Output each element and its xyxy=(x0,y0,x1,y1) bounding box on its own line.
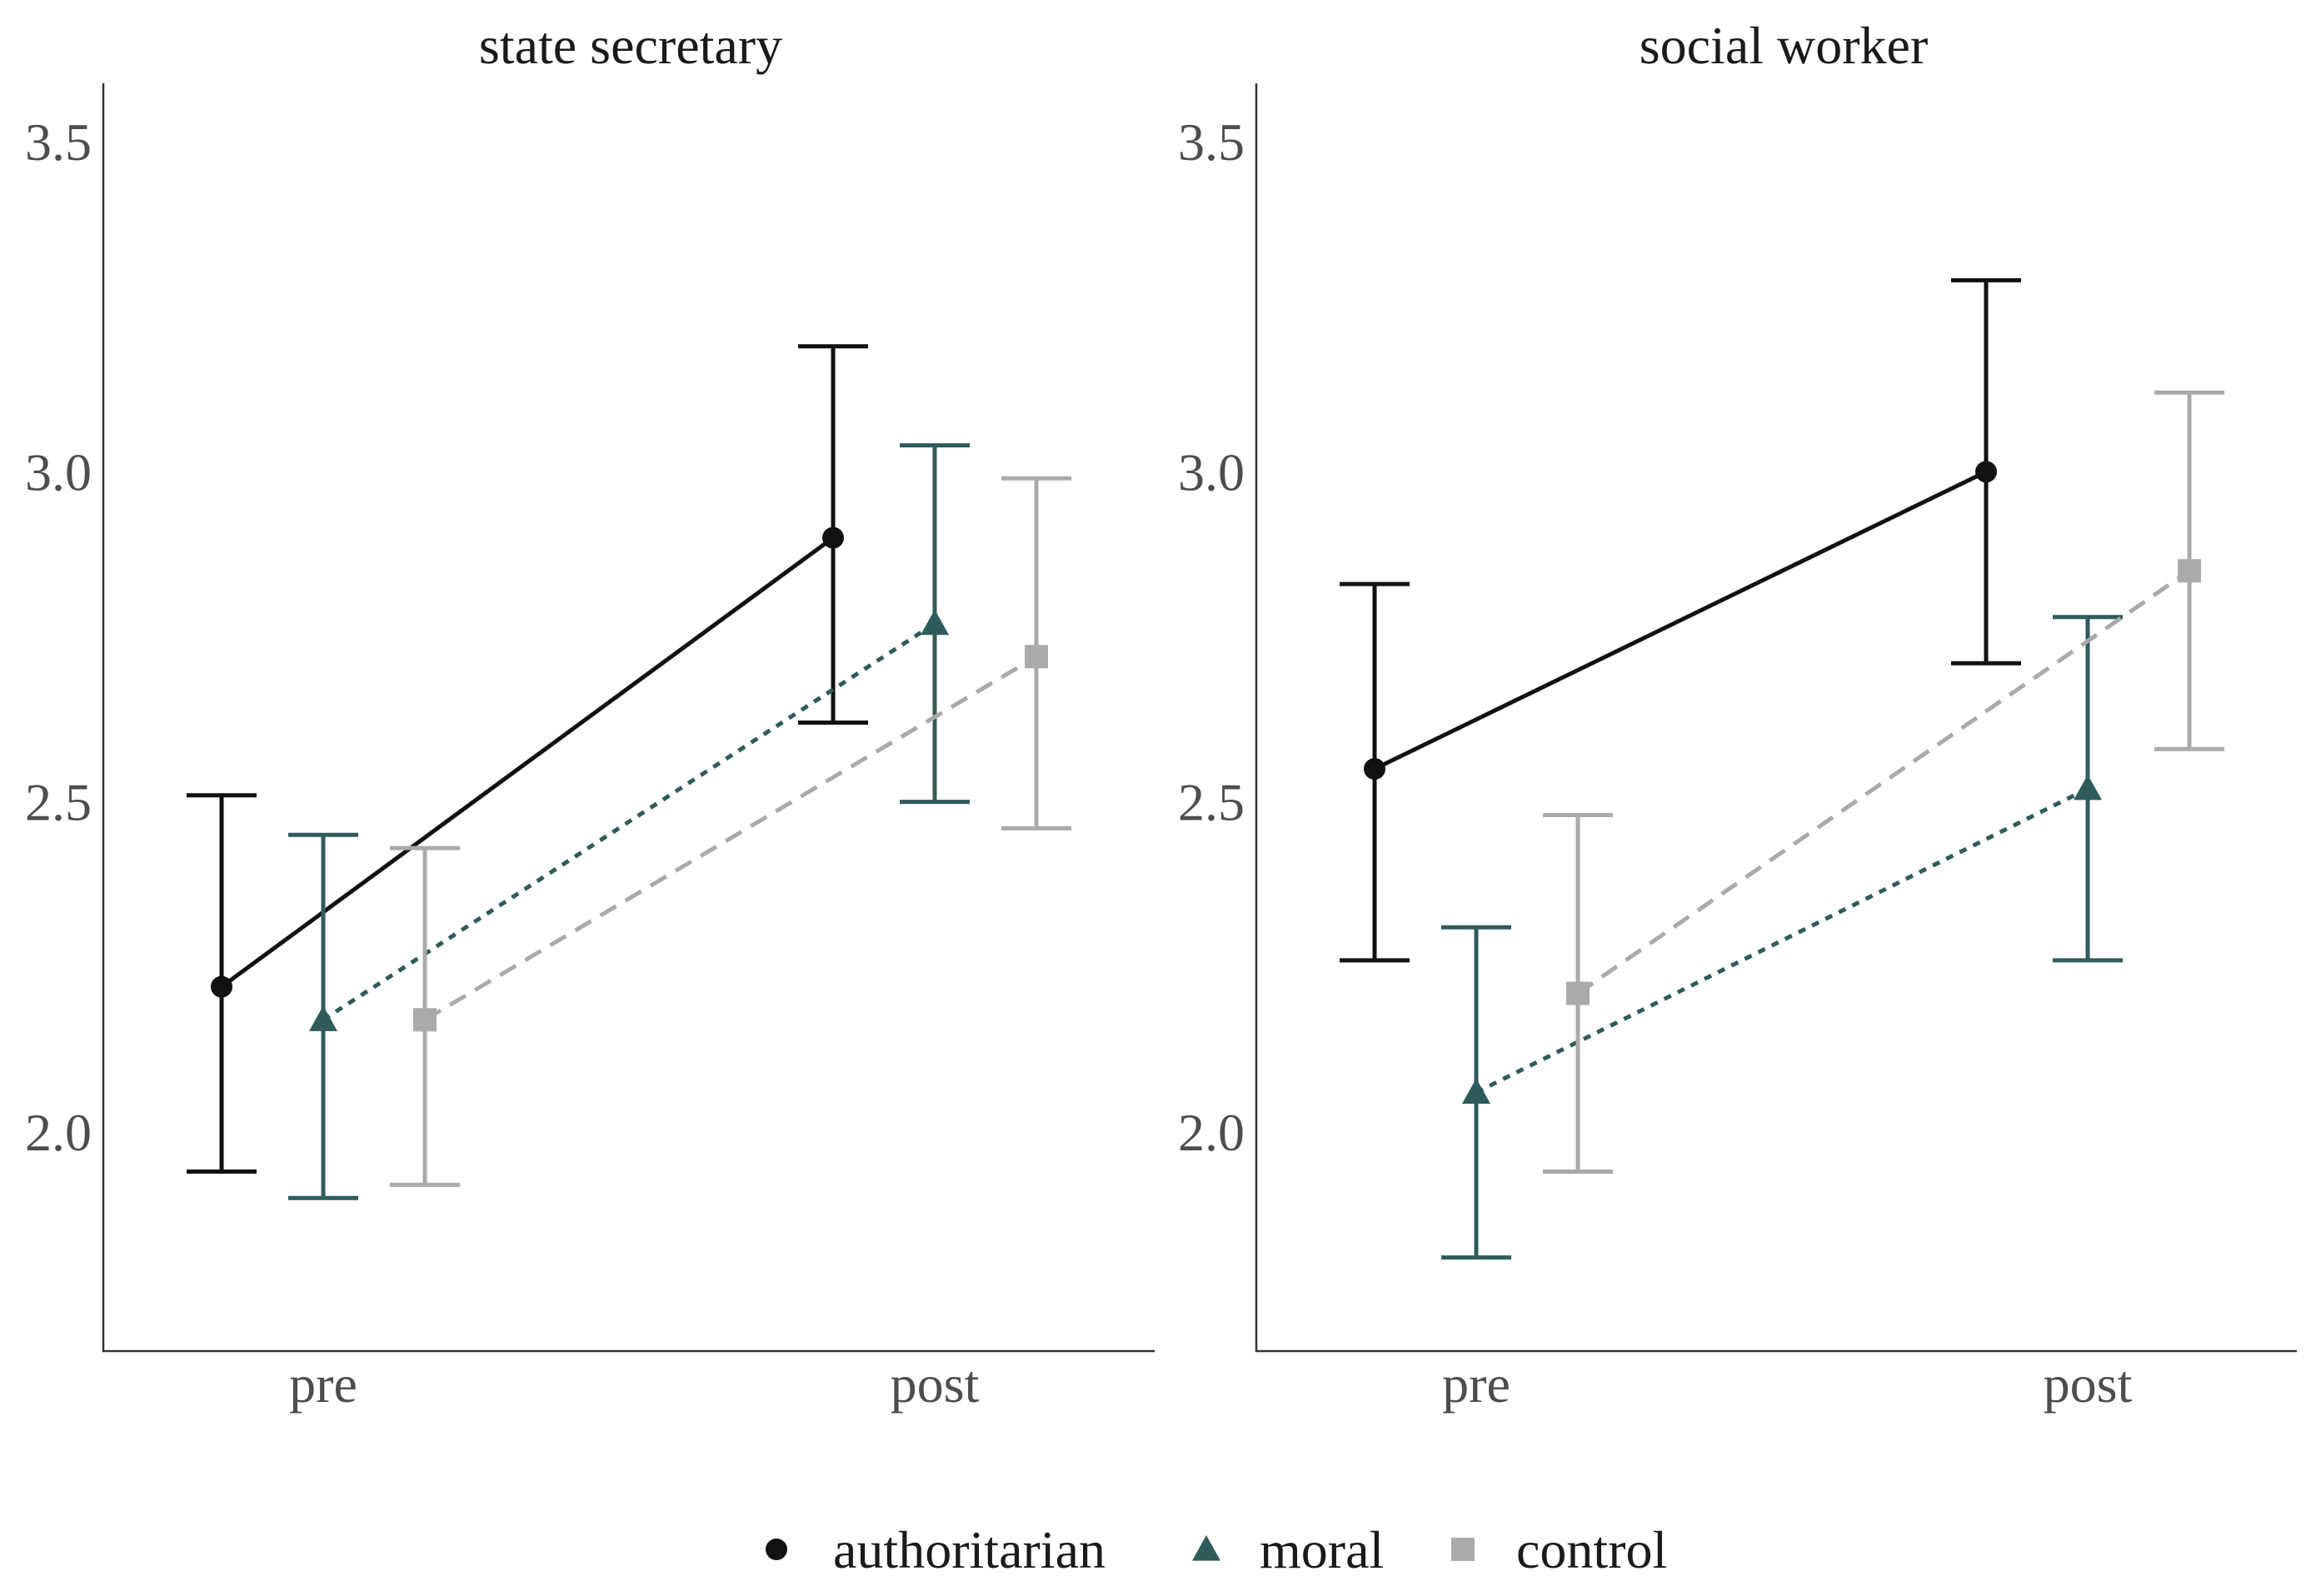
x-tick-label: post xyxy=(891,1354,980,1414)
data-point xyxy=(1025,645,1048,669)
panel-social-worker: social worker 2.0 2.5 3.0 3.5 pre post xyxy=(1178,16,2297,1414)
y-tick-label: 2.5 xyxy=(1178,773,1245,832)
axis-lines xyxy=(1255,83,2297,1353)
y-tick-label: 3.0 xyxy=(1178,442,1245,501)
legend-label: authoritarian xyxy=(833,1520,1106,1579)
panel-title: social worker xyxy=(1640,16,1929,75)
series-moral xyxy=(288,443,970,1200)
series-line xyxy=(423,655,1038,1022)
data-point xyxy=(1975,461,1997,483)
series-authoritarian xyxy=(1340,277,2021,963)
data-point xyxy=(309,1005,337,1031)
panel-state-secretary: state secretary 2.0 2.5 3.0 3.5 pre post xyxy=(25,16,1155,1414)
y-tick-label: 3.5 xyxy=(1178,112,1245,172)
x-tick-label: pre xyxy=(289,1354,357,1414)
square-icon xyxy=(1451,1538,1475,1561)
y-tick-label: 2.0 xyxy=(25,1103,92,1162)
circle-icon xyxy=(766,1539,787,1560)
triangle-icon xyxy=(1192,1535,1220,1561)
legend-label: control xyxy=(1516,1520,1667,1579)
data-point xyxy=(1364,758,1385,781)
legend-item-authoritarian: authoritarian xyxy=(766,1520,1106,1579)
legend: authoritarian moral control xyxy=(766,1520,1667,1579)
y-tick-label: 3.5 xyxy=(25,112,92,172)
data-point xyxy=(211,975,232,998)
series-line xyxy=(1576,569,2191,995)
series-line xyxy=(322,621,936,1022)
y-tick-label: 3.0 xyxy=(25,442,92,501)
x-tick-label: post xyxy=(2044,1354,2133,1414)
legend-label: moral xyxy=(1260,1520,1384,1579)
data-point xyxy=(2178,559,2201,583)
axis-lines xyxy=(102,83,1155,1353)
x-tick-label: pre xyxy=(1442,1354,1510,1414)
series-authoritarian xyxy=(187,344,868,1175)
data-point xyxy=(1566,981,1590,1005)
data-point xyxy=(2074,774,2102,800)
series-moral xyxy=(1441,615,2123,1260)
data-point xyxy=(1462,1078,1490,1105)
series-control xyxy=(1543,390,2224,1175)
legend-item-control: control xyxy=(1451,1520,1667,1579)
series-line xyxy=(1373,470,1988,771)
data-point xyxy=(822,526,844,549)
series-control xyxy=(390,476,1071,1187)
panel-title: state secretary xyxy=(479,16,782,75)
data-point xyxy=(921,609,949,636)
series-line xyxy=(1475,786,2089,1095)
series-line xyxy=(220,536,835,989)
data-point xyxy=(413,1008,437,1032)
y-tick-label: 2.5 xyxy=(25,773,92,832)
y-tick-label: 2.0 xyxy=(1178,1103,1245,1162)
legend-item-moral: moral xyxy=(1192,1520,1384,1579)
